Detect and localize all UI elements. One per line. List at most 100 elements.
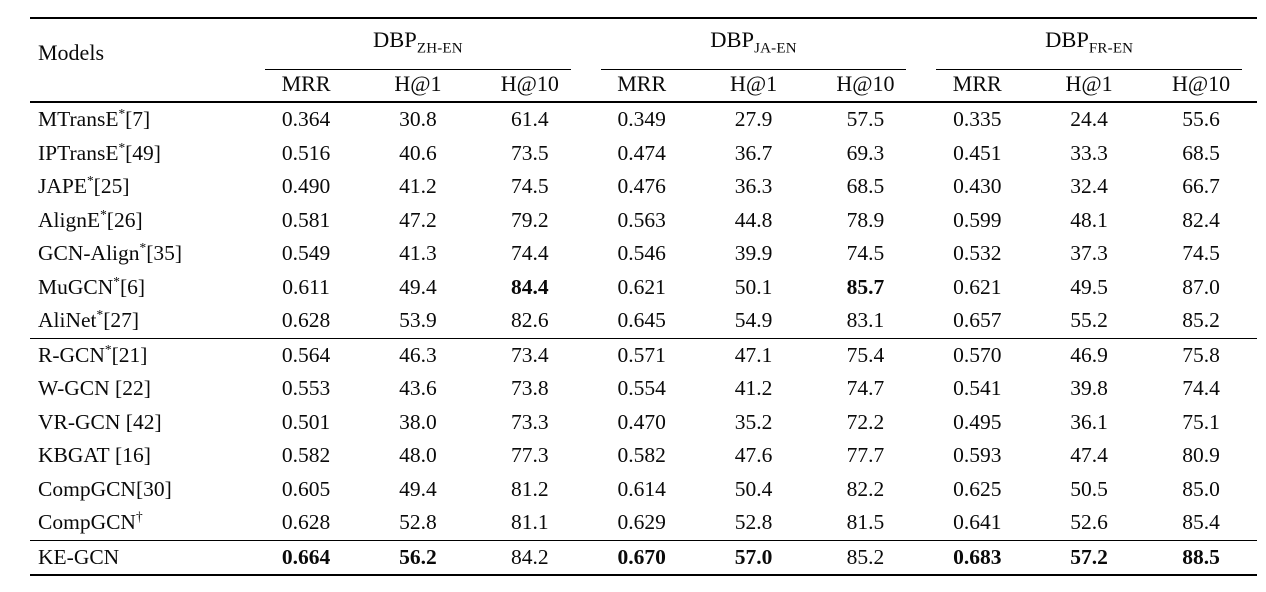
metric-value: 68.5 [846,174,885,199]
model-base-name: MuGCN [38,274,114,299]
group-subscript: FR-EN [1088,40,1134,57]
table-row: MuGCN*[6] 0.611 49.4 84.4 0.621 50.1 85.7 0.62… [30,271,1257,305]
metric-value: 0.476 [617,174,666,199]
metric-header-h1: H@1 [1033,70,1146,103]
model-citation-ref: [16] [109,443,151,468]
metric-value: 77.7 [846,443,885,468]
metric-value: 0.571 [585,337,698,372]
model-citation-ref: [27] [103,308,140,333]
model-superscript-marker: * [118,106,126,122]
metric-value: 66.7 [1182,174,1220,199]
metric-value: 47.4 [1070,443,1108,468]
metric-value: 0.554 [617,376,666,401]
metric-value: 47.2 [399,207,437,232]
metric-value: 0.495 [953,409,1002,434]
metric-value: 38.0 [399,409,437,434]
metric-value: 50.5 [1070,476,1108,501]
model-name: GCN-Align*[35] [30,237,250,271]
model-name: MTransE*[7] [30,102,250,137]
metric-value: 47.6 [734,443,773,468]
metric-value: 69.3 [846,140,885,165]
metric-value: 0.593 [953,443,1002,468]
model-base-name: VR-GCN [38,409,121,434]
model-superscript-marker: * [113,273,120,289]
table-row: W-GCN [22] 0.553 43.6 73.8 0.554 41.2 74.7 0.5… [30,372,1257,406]
metric-value: 30.8 [399,107,437,132]
metric-value: 0.625 [953,476,1002,501]
metric-value: 82.2 [846,476,885,501]
metric-value: 75.4 [809,337,922,372]
group-name: DBP [710,27,755,52]
metric-value: 83.1 [846,308,885,333]
metric-value: 84.4 [510,274,549,299]
group-header-dbp-ja-en: DBPJA-EN [586,18,922,70]
metric-value: 52.6 [1070,510,1108,535]
metric-value: 0.349 [617,107,666,132]
metric-value: 77.3 [510,443,549,468]
model-base-name: IPTransE [38,140,119,165]
model-base-name: AlignE [38,207,101,232]
metric-value: 43.6 [399,376,437,401]
metric-value: 24.4 [1070,107,1108,132]
metric-value: 0.516 [281,140,331,165]
model-superscript-marker: † [135,509,143,525]
metric-value: 0.582 [617,443,666,468]
metric-value: 0.474 [617,140,666,165]
metric-value: 73.4 [473,337,586,372]
metric-value: 85.0 [1182,476,1220,501]
group-name: DBP [373,27,417,52]
model-name: R-GCN*[21] [30,337,251,372]
metric-header-h10: H@10 [1145,70,1257,103]
metric-value: 49.4 [399,476,437,501]
metric-value: 0.564 [250,337,362,372]
metric-value: 0.553 [281,376,331,401]
metric-value: 85.4 [1182,510,1220,535]
metric-value: 47.1 [697,337,810,372]
table-body: MTransE*[7] 0.364 30.8 61.4 0.349 27.9 57.5 0.… [30,102,1257,575]
metric-header-h10: H@10 [473,70,586,103]
metric-value: 52.8 [734,510,773,535]
metric-value: 0.549 [281,241,331,266]
table-row: AlignE*[26] 0.581 47.2 79.2 0.563 44.8 78.9 0.… [30,204,1257,238]
metric-value: 57.5 [846,107,885,132]
metric-value: 0.581 [281,207,331,232]
metric-value: 0.501 [281,409,331,434]
model-citation-ref: [21] [111,342,148,367]
metric-value: 0.490 [281,174,331,199]
model-name: MuGCN*[6] [30,271,250,305]
metric-value: 61.4 [510,107,549,132]
model-citation-ref: [7] [125,107,151,132]
model-base-name: R-GCN [38,342,105,367]
metric-value: 81.5 [846,510,885,535]
metric-value: 0.657 [953,308,1002,333]
metric-header-row: MRR H@1 H@10 MRR H@1 H@10 MRR H@1 H@10 [30,70,1257,103]
metric-value: 0.621 [953,274,1002,299]
metric-value: 0.541 [953,376,1002,401]
model-name: CompGCN[30] [30,473,250,507]
table-row: VR-GCN [42] 0.501 38.0 73.3 0.470 35.2 72.2 0.… [30,406,1257,440]
table-row: MTransE*[7] 0.364 30.8 61.4 0.349 27.9 57.5 0.… [30,102,1257,137]
metric-value: 0.645 [617,308,666,333]
model-superscript-marker: * [96,307,104,323]
table-row: R-GCN*[21] 0.564 46.3 73.4 0.571 47.1 75.4 0.5… [30,337,1257,372]
metric-value: 73.5 [510,140,549,165]
model-citation-ref: [22] [109,376,151,401]
metric-value: 85.2 [809,539,922,575]
model-base-name: AliNet [38,308,97,333]
metric-value: 36.1 [1070,409,1108,434]
metric-value: 32.4 [1070,174,1108,199]
metric-value: 0.599 [953,207,1002,232]
model-base-name: KE-GCN [38,544,120,569]
metric-value: 82.4 [1182,207,1220,232]
group-header-row: Models DBPZH-EN DBPJA-EN DBPFR-EN [30,18,1257,103]
metric-header-h1: H@1 [362,70,474,103]
metric-value: 41.2 [399,174,437,199]
metric-value: 88.5 [1145,539,1257,575]
model-base-name: CompGCN [38,510,136,535]
model-name: AlignE*[26] [30,204,250,238]
group-subscript: ZH-EN [416,40,463,57]
model-citation-ref: [42] [120,409,162,434]
metric-header-mrr: MRR [250,70,362,103]
metric-value: 0.670 [585,539,698,575]
metric-value: 0.629 [617,510,666,535]
